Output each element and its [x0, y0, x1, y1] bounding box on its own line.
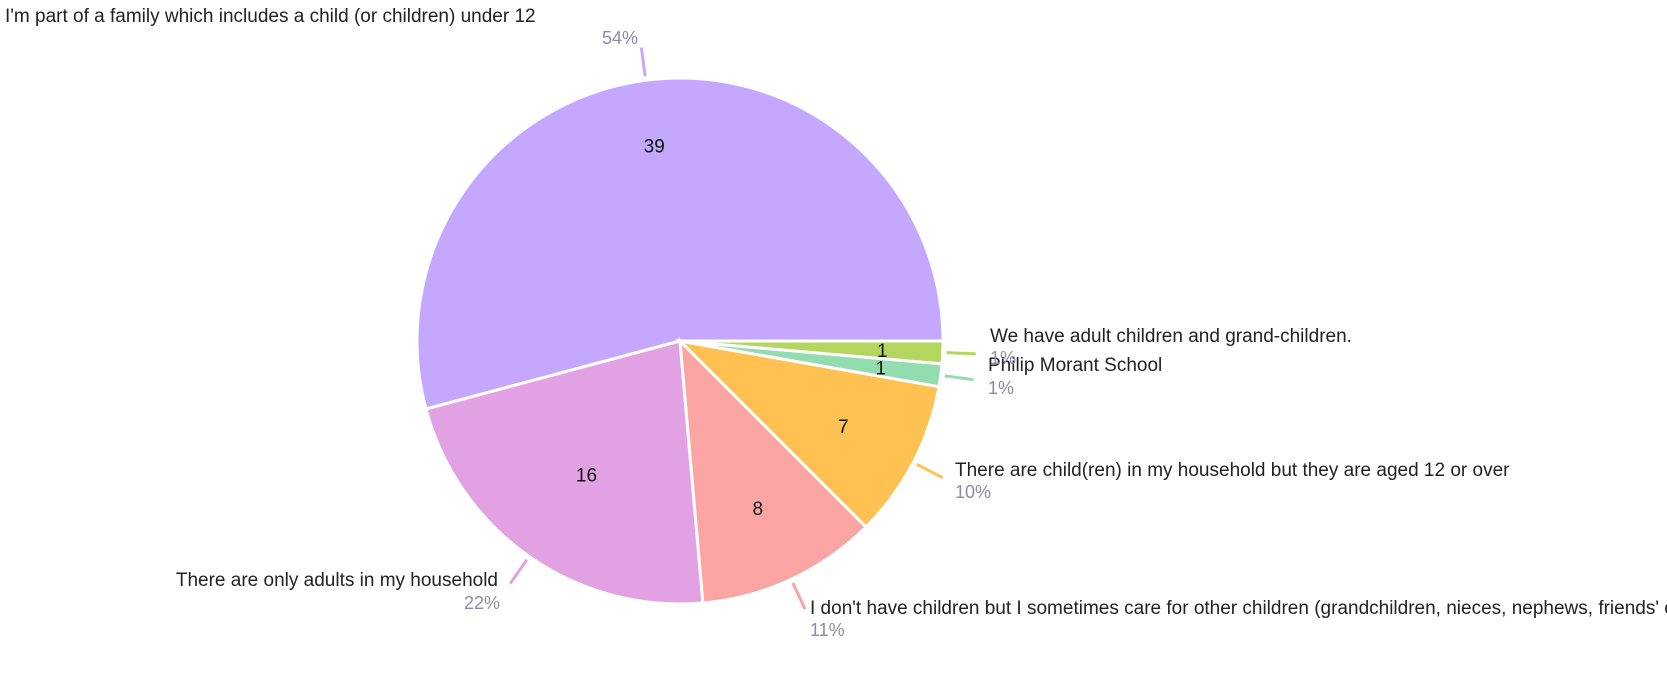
- slice-leader-line: [639, 47, 647, 77]
- slice-category-label: I'm part of a family which includes a ch…: [5, 6, 536, 27]
- pie-slice: [679, 339, 945, 366]
- pie-slice: [415, 76, 945, 411]
- slice-category-label: There are only adults in my household: [176, 570, 498, 591]
- slice-percent-label: 1%: [990, 348, 1016, 368]
- slice-percent-label: 1%: [988, 378, 1014, 398]
- slice-leader-line: [791, 582, 807, 610]
- slice-category-label: There are child(ren) in my household but…: [955, 460, 1510, 481]
- slice-leader-line: [944, 374, 974, 382]
- slice-count-label: 7: [838, 417, 849, 438]
- slice-count-label: 1: [875, 358, 886, 379]
- slice-percent-label: 10%: [955, 482, 991, 502]
- pie-slice: [678, 337, 869, 605]
- slice-count-label: 39: [644, 136, 665, 157]
- slice-category-label: I don't have children but I sometimes ca…: [810, 598, 1667, 619]
- pie-slices: [415, 76, 945, 606]
- slice-category-label: Philip Morant School: [988, 355, 1162, 376]
- slice-category-label: We have adult children and grand-childre…: [990, 326, 1352, 347]
- slice-count-label: 1: [877, 341, 888, 362]
- pie-slice: [675, 338, 941, 530]
- slice-leader-line: [946, 351, 976, 356]
- slice-percent-label: 54%: [602, 28, 638, 48]
- count-labels: 39 16 8 7 11: [576, 136, 888, 519]
- slice-leader-line: [508, 558, 529, 585]
- slice-percent-label: 22%: [464, 593, 500, 613]
- category-labels: I'm part of a family which includes a ch…: [5, 6, 1667, 640]
- pie-slice: [424, 339, 705, 606]
- slice-count-label: 16: [576, 466, 597, 487]
- slice-leader-line: [916, 462, 944, 480]
- slice-percent-label: 11%: [810, 620, 845, 640]
- slice-count-label: 8: [753, 499, 764, 520]
- leader-lines: [508, 47, 976, 610]
